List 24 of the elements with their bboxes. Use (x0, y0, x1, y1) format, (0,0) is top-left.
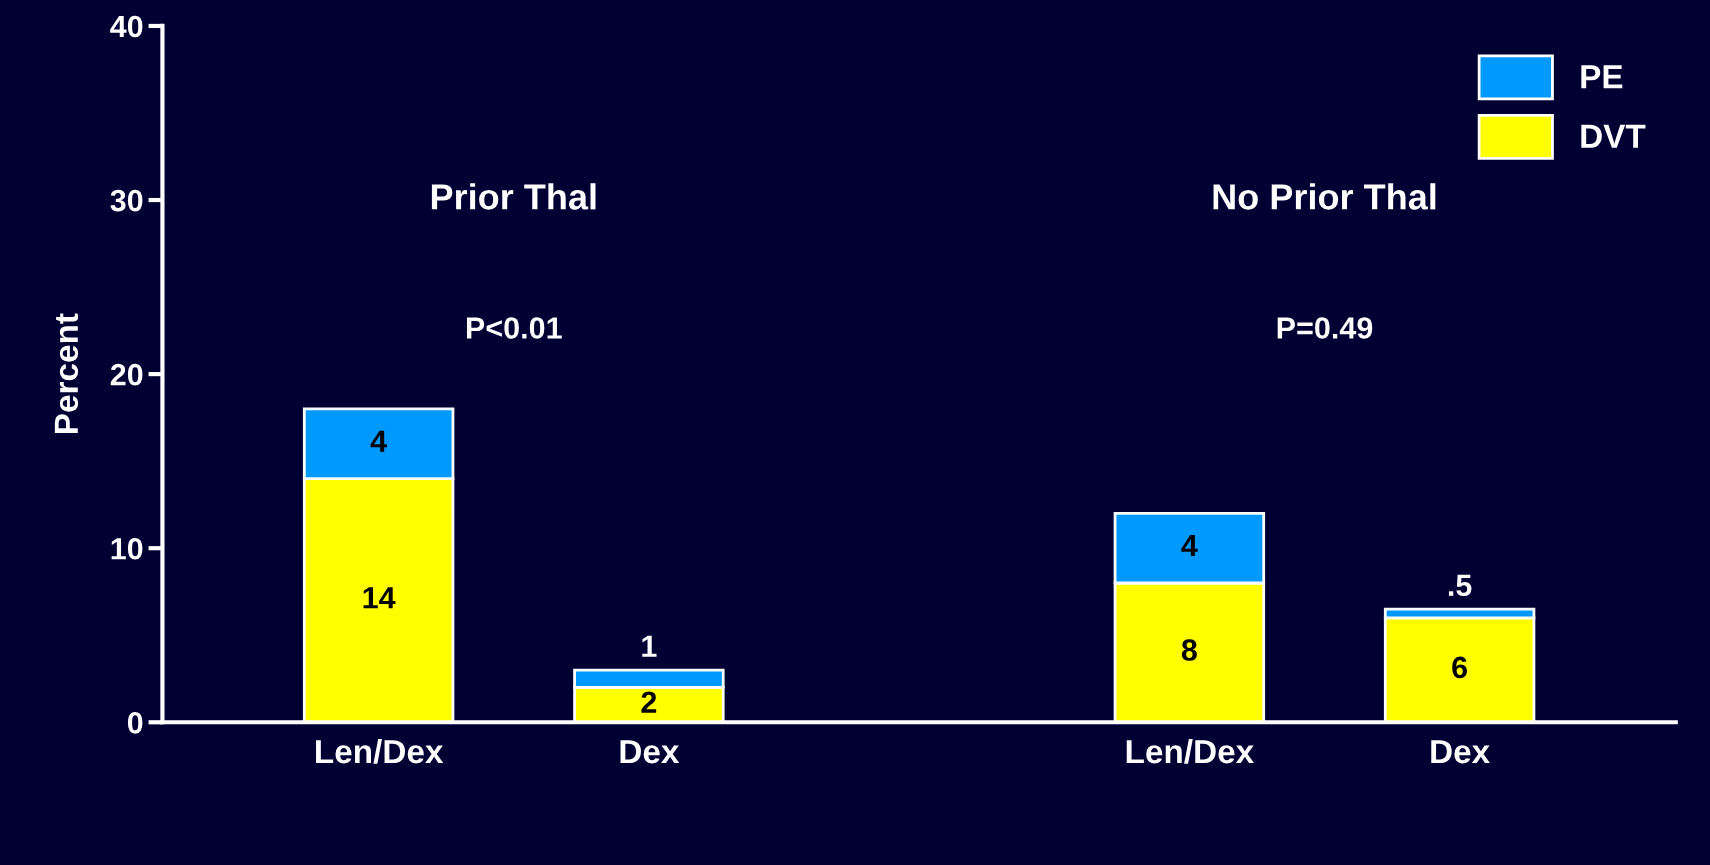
data-label: 2 (641, 691, 657, 713)
annotation: Prior Thal (431, 183, 596, 210)
data-label: 14 (363, 587, 396, 609)
x-tick-label: Dex (1431, 740, 1490, 764)
x-tick-label: Len/Dex (316, 738, 444, 764)
x-tick-label: Dex (620, 740, 680, 764)
annotation: P=0.49 (1277, 317, 1373, 339)
legend-label: DVT (1581, 124, 1646, 148)
y-tick-label: 20 (110, 363, 143, 386)
legend-label: PE (1581, 65, 1623, 89)
data-label: 8 (1181, 639, 1197, 661)
y-tick-label: 0 (127, 712, 143, 734)
y-tick-label: 30 (110, 189, 143, 212)
data-label: 4 (1181, 535, 1198, 557)
data-label: 6 (1452, 656, 1467, 679)
y-tick-label: 10 (111, 537, 143, 560)
x-tick-label: Len/Dex (1126, 738, 1254, 764)
y-axis-title: Percent (54, 313, 79, 434)
data-label: .5 (1448, 574, 1472, 597)
y-tick-label: 40 (110, 15, 143, 38)
data-label: 4 (370, 430, 387, 452)
annotation: No Prior Thal (1213, 183, 1436, 210)
annotation: P<0.01 (466, 317, 562, 339)
data-label: 1 (642, 635, 657, 657)
